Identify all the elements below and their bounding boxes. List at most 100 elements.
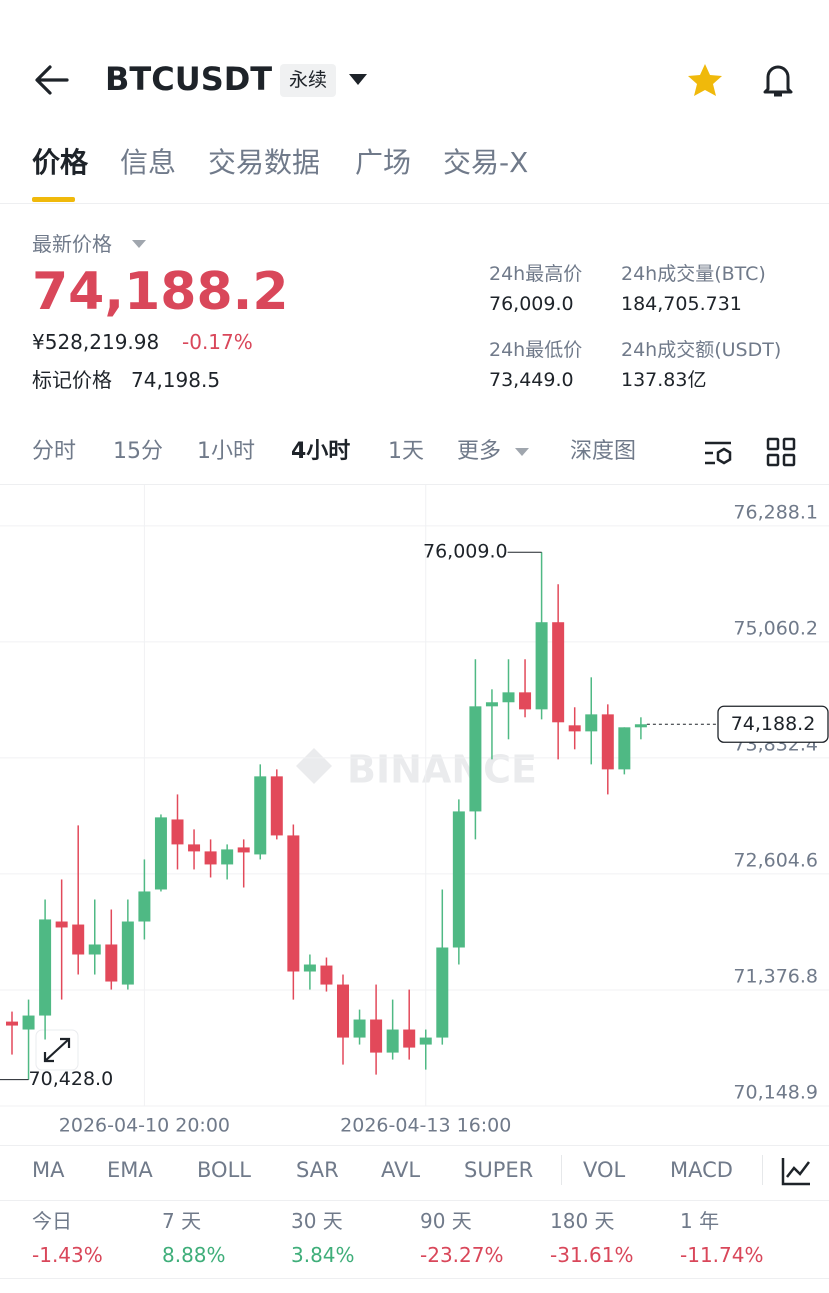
candle-body <box>436 947 449 1038</box>
stat-label: 24h成交额(USDT) <box>621 339 782 361</box>
stat-value: 137.83亿 <box>621 369 707 391</box>
candle-body <box>502 692 515 703</box>
last-price-label[interactable]: 最新价格 <box>32 232 112 256</box>
divider <box>0 1278 829 1279</box>
candle-body <box>303 964 316 972</box>
candle-body <box>337 984 349 1038</box>
period-change: -31.61% <box>550 1243 634 1267</box>
stat-value: 76,009.0 <box>489 293 574 315</box>
candle-body <box>105 944 118 982</box>
period-change: -23.27% <box>420 1243 504 1267</box>
interval-tab[interactable]: 更多 <box>457 439 502 464</box>
interval-tab[interactable]: 4小时 <box>291 439 351 464</box>
symbol-dropdown[interactable] <box>347 72 369 86</box>
candle-body <box>585 714 598 732</box>
last-price-box <box>717 705 829 743</box>
active-tab-indicator <box>32 197 75 202</box>
y-tick-label: 72,604.6 <box>733 849 818 871</box>
divider <box>0 1200 829 1201</box>
indicator-tab[interactable]: EMA <box>107 1158 153 1182</box>
price-change: -0.17% <box>182 330 253 354</box>
expand-button[interactable] <box>35 1029 79 1071</box>
candle-body <box>601 714 614 770</box>
interval-tab[interactable]: 1天 <box>388 439 424 464</box>
tab[interactable]: 交易数据 <box>208 146 321 179</box>
period-change: -1.43% <box>32 1243 103 1267</box>
candle-body <box>403 1029 416 1048</box>
interval-tab[interactable]: 深度图 <box>570 439 637 464</box>
separator <box>762 1155 763 1185</box>
low-marker-label: 70,428.0 <box>29 1068 114 1090</box>
period-change: -11.74% <box>680 1243 764 1267</box>
cny-price: ¥528,219.98 <box>32 330 160 354</box>
candle-body <box>188 844 201 852</box>
stat-label: 24h最高价 <box>489 263 583 285</box>
high-marker-label: 76,009.0 <box>423 541 508 563</box>
candle-body <box>552 622 565 723</box>
favorite-star[interactable] <box>686 62 724 98</box>
last-price-label: 74,188.2 <box>731 713 816 735</box>
candle-body <box>320 965 333 985</box>
period-change: 3.84% <box>291 1243 355 1267</box>
candle-body <box>618 727 631 770</box>
x-tick-label: 2026-04-13 16:00 <box>340 1115 511 1137</box>
indicator-tab[interactable]: MA <box>32 1158 65 1182</box>
candle-body <box>386 1029 399 1053</box>
layout-icon[interactable] <box>766 437 796 467</box>
period-change: 8.88% <box>162 1243 226 1267</box>
dropdown-caret <box>515 448 529 456</box>
indicator-settings-icon[interactable] <box>780 1155 812 1187</box>
period-label: 1 年 <box>680 1209 720 1233</box>
candle-body <box>88 944 101 955</box>
back-button[interactable] <box>34 64 70 96</box>
candle-body <box>6 1021 18 1026</box>
candle-body <box>419 1037 432 1045</box>
stat-value: 184,705.731 <box>621 293 742 315</box>
period-label: 90 天 <box>420 1209 472 1233</box>
symbol[interactable]: BTCUSDT <box>105 60 273 98</box>
indicator-tab[interactable]: SAR <box>296 1158 339 1182</box>
period-label: 7 天 <box>162 1209 202 1233</box>
candle-body <box>171 819 184 845</box>
last-price: 74,188.2 <box>32 262 289 322</box>
y-tick-label: 70,148.9 <box>733 1082 818 1104</box>
candle-body <box>535 622 548 710</box>
indicator-tab[interactable]: MACD <box>670 1158 733 1182</box>
indicator-tab[interactable]: AVL <box>381 1158 421 1182</box>
dropdown-caret <box>132 240 146 248</box>
divider <box>0 1145 829 1146</box>
candle-body <box>254 776 267 855</box>
candle-body <box>270 776 283 836</box>
stat-label: 24h成交量(BTC) <box>621 263 766 285</box>
indicator-tab[interactable]: VOL <box>583 1158 626 1182</box>
tab[interactable]: 信息 <box>120 146 177 179</box>
interval-tab[interactable]: 15分 <box>113 439 163 464</box>
period-label: 今日 <box>32 1209 72 1233</box>
candle-body <box>353 1019 366 1038</box>
candle-body <box>452 811 465 948</box>
candle-body <box>72 924 85 955</box>
candle-body <box>287 835 300 972</box>
tab[interactable]: 交易-X <box>443 146 529 179</box>
candle-body <box>370 1019 383 1053</box>
indicator-tab[interactable]: SUPER <box>464 1158 534 1182</box>
tab[interactable]: 价格 <box>32 146 89 179</box>
y-tick-label: 71,376.8 <box>733 965 818 987</box>
candle-body <box>39 919 52 1016</box>
chart-settings-icon[interactable] <box>702 437 734 469</box>
y-tick-label: 75,060.2 <box>733 617 818 639</box>
stat-value: 73,449.0 <box>489 369 574 391</box>
candle-body <box>154 817 167 890</box>
y-tick-label: 76,288.1 <box>733 501 818 523</box>
notification-bell[interactable] <box>760 60 796 100</box>
interval-tab[interactable]: 1小时 <box>197 439 255 464</box>
contract-tag: 永续 <box>280 64 336 97</box>
candle-body <box>121 921 134 985</box>
tab[interactable]: 广场 <box>355 146 412 179</box>
candle-body <box>485 702 498 707</box>
watermark-text: BINANCE <box>347 748 537 792</box>
interval-tab[interactable]: 分时 <box>32 439 77 464</box>
indicator-tab[interactable]: BOLL <box>197 1158 251 1182</box>
